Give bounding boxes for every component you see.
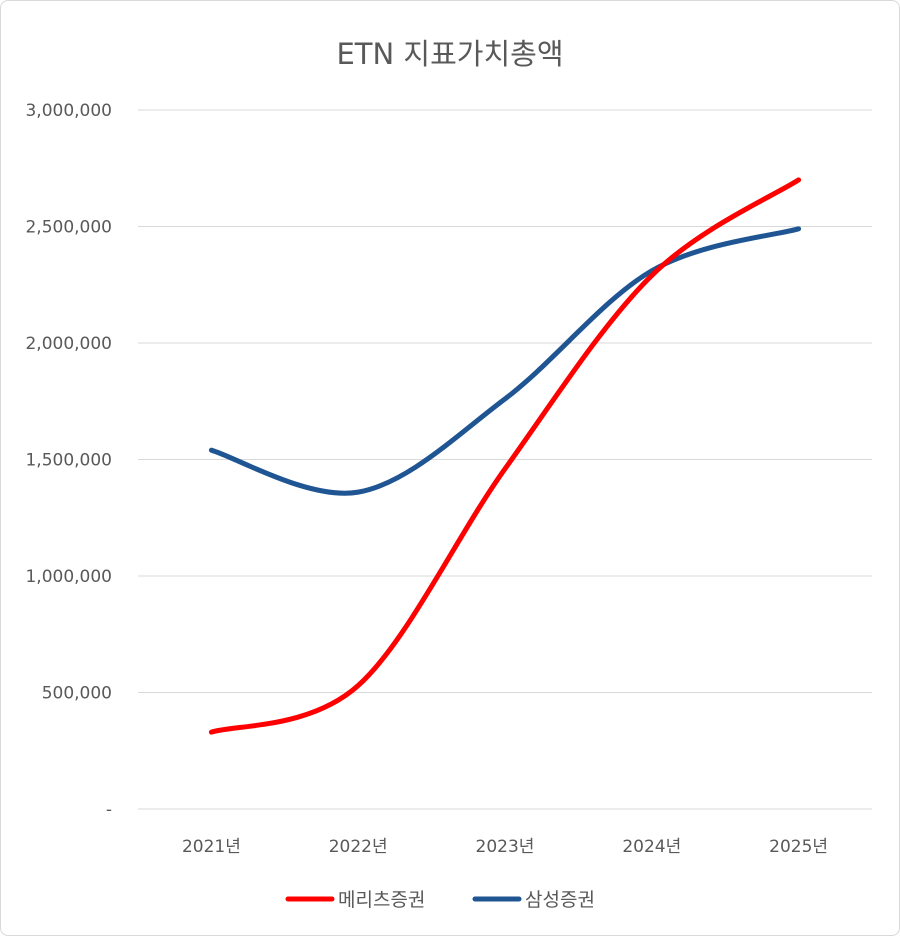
series-line-2 — [208, 226, 802, 496]
y-tick-label: 2,500,000 — [25, 218, 112, 238]
series-lines — [208, 177, 802, 735]
legend-label: 삼성증권 — [525, 889, 595, 911]
y-tick-label: 3,000,000 — [25, 101, 112, 121]
gridlines — [138, 109, 872, 810]
x-tick-label: 2025년 — [769, 837, 828, 857]
y-tick-label: 1,500,000 — [25, 451, 112, 471]
x-axis-ticks: 2021년 2022년 2023년 2024년 2025년 — [182, 837, 828, 857]
legend: 메리츠증권 삼성증권 — [285, 889, 595, 911]
y-tick-label: 500,000 — [42, 684, 112, 704]
y-tick-label: 2,000,000 — [25, 334, 112, 354]
x-tick-label: 2023년 — [476, 837, 535, 857]
x-tick-label: 2024년 — [622, 837, 681, 857]
chart-title: ETN 지표가치총액 — [336, 37, 563, 71]
legend-label: 메리츠증권 — [338, 889, 425, 911]
series-line-1 — [208, 177, 802, 735]
y-axis-ticks: - 500,000 1,000,000 1,500,000 2,000,000 2,500… — [25, 101, 112, 820]
y-tick-label: - — [106, 800, 112, 820]
y-tick-label: 1,000,000 — [25, 567, 112, 587]
x-tick-label: 2022년 — [329, 837, 388, 857]
x-tick-label: 2021년 — [182, 837, 241, 857]
